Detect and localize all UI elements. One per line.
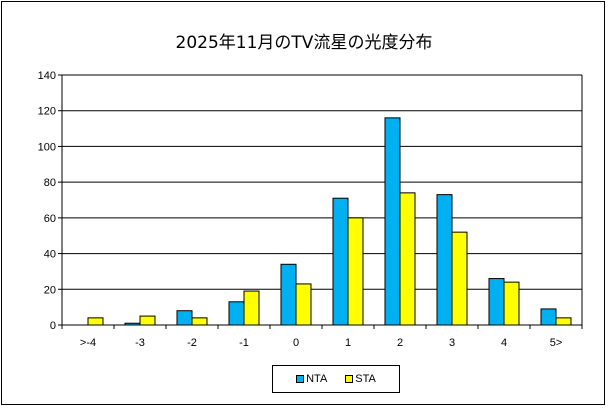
bar-sta <box>295 283 312 326</box>
bar-nta <box>332 197 349 326</box>
bar-sta <box>503 281 520 326</box>
x-tick-label: 3 <box>449 337 455 349</box>
x-tick-label: >-4 <box>80 337 96 349</box>
x-tick-label: 4 <box>501 337 507 349</box>
x-tick-label: 5> <box>550 337 563 349</box>
y-tick-label: 40 <box>44 249 56 261</box>
y-tick-label: 0 <box>50 320 56 332</box>
x-tick-label: 1 <box>345 337 351 349</box>
x-tick-label: 2 <box>397 337 403 349</box>
bar-sta <box>347 217 364 326</box>
x-tick-label: 0 <box>293 337 299 349</box>
legend-swatch-sta <box>345 375 354 383</box>
bar-sta <box>555 317 572 326</box>
legend-item-sta: STA <box>345 373 376 385</box>
bar-nta <box>436 194 453 326</box>
y-tick-label: 80 <box>44 177 56 189</box>
chart-title: 2025年11月のTV流星の光度分布 <box>175 33 433 53</box>
y-tick-label: 120 <box>38 106 56 118</box>
bar-nta <box>540 308 557 326</box>
bar-sta <box>139 315 156 326</box>
bar-nta <box>384 117 401 326</box>
bar-nta <box>488 278 505 326</box>
bar-sta <box>399 192 416 326</box>
bar-sta <box>87 317 104 326</box>
legend-swatch-nta <box>296 375 305 383</box>
bar-sta <box>451 231 468 326</box>
bar-sta <box>243 290 260 326</box>
y-tick-label: 100 <box>38 141 56 153</box>
chart-legend: NTA STA <box>272 365 400 393</box>
legend-label-nta: NTA <box>306 373 328 385</box>
bar-nta <box>176 310 193 326</box>
legend-item-nta: NTA <box>296 373 327 385</box>
x-tick-label: -3 <box>135 337 145 349</box>
bar-sta <box>191 317 208 326</box>
bar-nta <box>280 263 297 326</box>
y-tick-label: 140 <box>38 70 56 82</box>
x-tick-label: -2 <box>187 337 197 349</box>
x-tick-label: -1 <box>239 337 249 349</box>
y-tick-label: 60 <box>44 213 56 225</box>
y-tick-label: 20 <box>44 284 56 296</box>
bar-nta <box>228 301 245 326</box>
legend-label-sta: STA <box>355 373 376 385</box>
